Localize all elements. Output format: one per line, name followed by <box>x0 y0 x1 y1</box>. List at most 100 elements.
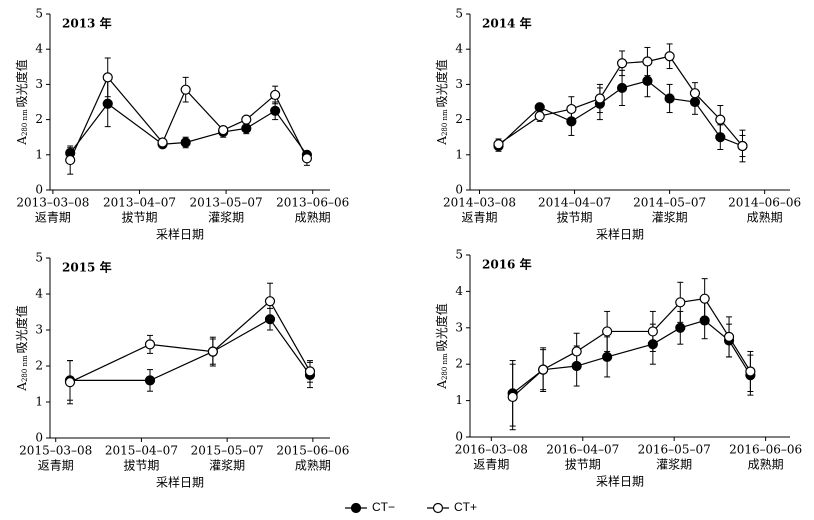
series-line <box>69 300 311 383</box>
point <box>616 82 628 94</box>
y-tick-label: 5 <box>455 7 463 21</box>
point <box>102 98 113 109</box>
x-stage-label: 返青期 <box>35 211 71 225</box>
point <box>241 123 252 134</box>
x-axis-label: 采样日期 <box>156 227 204 242</box>
point <box>723 331 735 342</box>
y-label-main: A <box>435 380 449 390</box>
point <box>642 56 653 67</box>
point <box>571 346 582 357</box>
y-tick-label: 0 <box>35 183 43 197</box>
point <box>566 103 577 115</box>
point <box>270 89 281 101</box>
point <box>664 51 675 62</box>
x-tick-label: 2013–06–06 <box>276 196 349 210</box>
y-label-main: A <box>435 136 449 146</box>
panel-title: 2014 年 <box>482 16 532 31</box>
y-label-main: A <box>15 382 29 392</box>
point <box>745 366 756 377</box>
point <box>689 88 701 99</box>
x-stage-label: 成熟期 <box>748 457 784 472</box>
x-stage-label: 成熟期 <box>747 210 783 225</box>
point <box>534 102 545 113</box>
x-axis-label: 采样日期 <box>596 474 644 489</box>
legend-marker <box>432 502 444 514</box>
point <box>664 93 675 104</box>
y-tick-label: 4 <box>455 42 463 56</box>
y-label-rest: 吸光度值 <box>14 59 29 107</box>
point <box>64 377 76 388</box>
series-line <box>512 298 751 398</box>
point <box>207 346 218 357</box>
y-label-rest: 吸光度值 <box>434 59 449 107</box>
point <box>689 96 701 108</box>
x-stage-label: 灌浆期 <box>209 458 245 473</box>
y-tick-label: 5 <box>455 248 463 262</box>
panel-title: 2015 年 <box>62 260 112 275</box>
point <box>571 360 582 372</box>
point <box>180 84 191 95</box>
point <box>270 105 281 116</box>
y-axis-label: A280 nm 吸光度值 <box>14 305 30 391</box>
y-tick-label: 4 <box>35 42 43 56</box>
x-tick-label: 2016–03–08 <box>455 443 528 457</box>
y-tick-label: 1 <box>35 147 43 161</box>
point <box>144 339 156 350</box>
panel-title: 2016 年 <box>482 257 532 272</box>
x-tick-label: 2013–04–07 <box>103 196 176 210</box>
x-stage-label: 灌浆期 <box>652 210 688 225</box>
y-tick-label: 2 <box>35 359 43 373</box>
series-line <box>69 76 308 161</box>
x-tick-label: 2015–05–07 <box>191 444 264 458</box>
y-tick-label: 0 <box>455 430 463 444</box>
x-tick-label: 2015–03–08 <box>19 444 92 458</box>
axes <box>49 258 330 439</box>
legend-label: CT+ <box>454 500 477 514</box>
x-stage-label: 拔节期 <box>121 210 157 225</box>
x-tick-label: 2013–03–08 <box>16 196 89 210</box>
point <box>538 364 549 375</box>
series-line <box>498 80 743 147</box>
x-stage-label: 灌浆期 <box>208 210 244 225</box>
point <box>675 322 686 333</box>
x-stage-label: 拔节期 <box>123 458 159 473</box>
y-label-sub: 280 nm <box>21 109 29 136</box>
x-axis-label: 采样日期 <box>596 227 644 242</box>
y-label-rest: 吸光度值 <box>434 303 449 351</box>
y-tick-label: 2 <box>455 357 463 371</box>
legend-marker <box>350 502 362 514</box>
x-tick-label: 2015–04–07 <box>105 444 178 458</box>
y-tick-label: 1 <box>455 393 463 407</box>
x-stage-label: 灌浆期 <box>656 457 692 472</box>
axes <box>469 255 790 438</box>
x-tick-label: 2013–05–07 <box>190 196 263 210</box>
y-label-sub: 280 nm <box>441 353 449 380</box>
y-axis-label: A280 nm 吸光度值 <box>434 303 450 389</box>
point <box>642 75 653 86</box>
point <box>715 114 726 125</box>
series-line <box>70 318 311 381</box>
series-line <box>69 102 308 156</box>
y-label-sub: 280 nm <box>21 355 29 382</box>
x-tick-label: 2016–06–06 <box>729 443 802 457</box>
y-label-main: A <box>15 136 29 146</box>
y-tick-label: 4 <box>455 284 463 298</box>
axes <box>49 14 330 191</box>
x-tick-label: 2014–04–07 <box>538 196 611 210</box>
x-stage-label: 返青期 <box>461 211 497 225</box>
x-stage-label: 拔节期 <box>565 457 601 472</box>
x-stage-label: 返青期 <box>473 458 509 472</box>
point <box>102 72 113 83</box>
y-tick-label: 2 <box>35 112 43 126</box>
point <box>180 137 191 148</box>
axes <box>469 14 790 191</box>
panel-title: 2013 年 <box>62 16 112 31</box>
point <box>264 314 276 325</box>
x-tick-label: 2014–03–08 <box>443 196 516 210</box>
point <box>715 132 726 143</box>
point <box>304 366 316 377</box>
y-tick-label: 5 <box>35 7 43 21</box>
y-label-sub: 280 nm <box>441 109 449 136</box>
point <box>699 315 710 326</box>
